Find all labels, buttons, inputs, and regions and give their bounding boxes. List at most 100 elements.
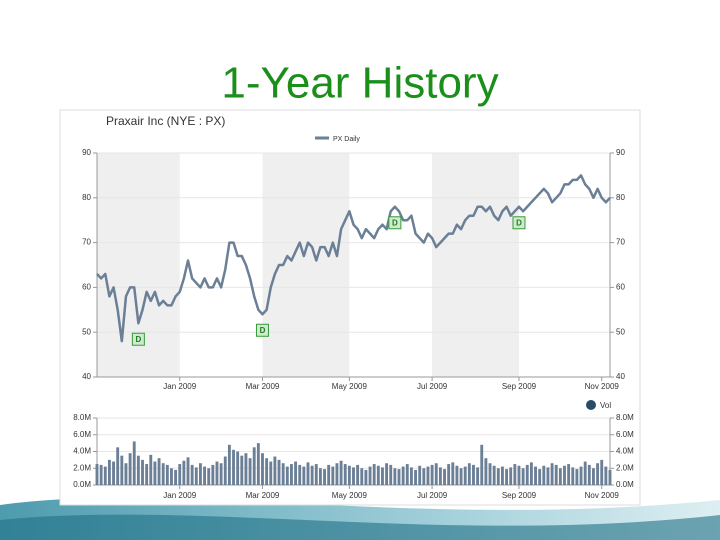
volume-bar	[99, 464, 103, 485]
volume-bar	[352, 467, 355, 485]
volume-bar	[401, 466, 405, 485]
volume-bar	[136, 455, 140, 485]
decor-wave	[0, 514, 720, 540]
volume-bar	[203, 466, 207, 485]
volume-bar	[563, 465, 566, 485]
x-tick-label: Nov 2009	[585, 491, 620, 500]
y-tick-label-right: 60	[616, 283, 625, 292]
x-tick-label: Sep 2009	[502, 382, 537, 391]
volume-bar	[600, 459, 604, 485]
volume-bar	[248, 458, 252, 485]
slide-title: 1-Year History	[221, 59, 498, 108]
volume-bar	[451, 462, 455, 485]
volume-bar	[372, 464, 376, 485]
volume-bar	[443, 469, 446, 485]
dividend-label: D	[516, 218, 522, 227]
volume-bar	[492, 465, 496, 485]
volume-bar	[447, 464, 451, 485]
volume-bar	[509, 467, 513, 485]
y-tick-label: 50	[82, 327, 91, 336]
volume-bar	[190, 464, 194, 485]
volume-bar	[331, 466, 335, 485]
volume-bar	[592, 468, 595, 485]
volume-bar	[546, 467, 550, 485]
y-tick-label-right: 6.0M	[616, 430, 634, 439]
volume-bar	[219, 463, 223, 485]
volume-bar	[232, 449, 235, 485]
volume-bar	[256, 443, 260, 485]
volume-bar	[517, 465, 521, 485]
volume-bar	[554, 464, 558, 485]
dividend-label: D	[260, 326, 266, 335]
volume-bar	[103, 466, 107, 485]
volume-bar	[273, 456, 277, 485]
volume-bar	[323, 469, 326, 485]
volume-bar	[422, 468, 426, 485]
volume-bar	[236, 451, 240, 485]
volume-bar	[604, 466, 608, 485]
volume-bar	[120, 455, 124, 485]
volume-bar	[339, 460, 343, 485]
volume-bar	[95, 464, 99, 485]
volume-bar	[277, 459, 281, 485]
y-tick-label: 4.0M	[73, 447, 91, 456]
volume-bar	[128, 453, 132, 485]
volume-bar	[149, 454, 153, 485]
volume-bar	[252, 447, 256, 485]
volume-bar	[500, 466, 504, 485]
volume-bar	[145, 464, 149, 485]
volume-bar	[335, 463, 339, 485]
volume-bar	[161, 463, 165, 485]
chart-title: Praxair Inc (NYE : PX)	[106, 114, 225, 128]
y-tick-label-right: 2.0M	[616, 463, 634, 472]
volume-bar	[426, 466, 430, 485]
volume-bar	[265, 458, 269, 485]
volume-bar	[381, 467, 384, 485]
volume-bar	[223, 456, 227, 485]
volume-bar	[227, 444, 231, 485]
volume-bar	[459, 468, 463, 485]
x-tick-label: Sep 2009	[502, 491, 537, 500]
y-tick-label-right: 8.0M	[616, 413, 634, 422]
volume-bar	[170, 468, 173, 485]
volume-bar	[124, 463, 128, 485]
volume-bar	[455, 465, 459, 485]
dividend-marker	[388, 216, 402, 230]
volume-bar	[215, 461, 219, 485]
volume-bar	[186, 457, 190, 485]
period-band	[432, 153, 519, 377]
volume-bar	[463, 466, 467, 485]
volume-bar	[198, 463, 202, 485]
y-tick-label-right: 50	[616, 327, 625, 336]
volume-bar	[488, 463, 492, 485]
volume-bar	[269, 461, 273, 485]
y-tick-label-right: 40	[616, 372, 625, 381]
volume-bar	[360, 468, 364, 485]
volume-bar	[480, 444, 484, 485]
legend-icon[interactable]	[586, 400, 596, 410]
volume-bar	[583, 461, 587, 485]
volume-bar	[513, 464, 517, 485]
volume-bar	[571, 467, 575, 485]
volume-bar	[521, 468, 525, 485]
volume-bar	[430, 464, 434, 485]
volume-bar	[467, 463, 471, 485]
volume-bar	[525, 464, 529, 485]
volume-bar	[107, 459, 111, 485]
x-tick-label: May 2009	[332, 491, 368, 500]
volume-bar	[389, 464, 393, 485]
volume-bar	[116, 447, 120, 485]
volume-bar	[484, 458, 488, 485]
volume-bar	[558, 468, 562, 485]
volume-bar	[347, 465, 351, 485]
y-tick-label-right: 70	[616, 238, 625, 247]
volume-bar	[608, 469, 612, 485]
price-line	[96, 174, 611, 343]
y-tick-label: 0.0M	[73, 480, 91, 489]
dividend-label: D	[135, 335, 141, 344]
x-tick-label: Mar 2009	[246, 491, 280, 500]
y-tick-label-right: 4.0M	[616, 447, 634, 456]
y-tick-label: 60	[82, 283, 91, 292]
period-band	[262, 153, 350, 377]
volume-bar	[567, 464, 571, 485]
